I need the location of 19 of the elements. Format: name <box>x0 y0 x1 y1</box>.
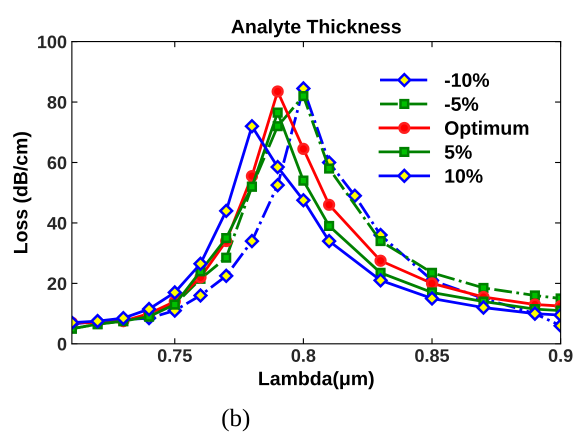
y-tick-label: 20 <box>48 277 66 290</box>
legend-label: Optimum <box>444 120 528 139</box>
x-tick-label: 0.75 <box>158 349 192 362</box>
legend-label: -10% <box>444 73 490 88</box>
x-tick-label: 0.9 <box>548 349 573 362</box>
legend-label: 10% <box>445 169 483 183</box>
y-tick-label: 80 <box>48 96 66 109</box>
x-axis-title: Lambda(μm) <box>259 371 374 390</box>
legend-label: -5% <box>444 97 478 111</box>
y-tick-label: 40 <box>47 216 66 230</box>
chart-title: Analyte Thickness <box>231 19 401 38</box>
x-tick-label: 0.85 <box>415 349 450 362</box>
y-axis-title: Loss (dB/cm) <box>13 132 32 253</box>
y-tick-label: 60 <box>48 156 66 170</box>
x-tick-label: 0.8 <box>292 349 316 362</box>
y-tick-label: 100 <box>38 36 66 48</box>
text: (b) <box>222 408 250 432</box>
legend-label: 5% <box>444 145 472 159</box>
y-tick-label: 0 <box>58 338 66 351</box>
